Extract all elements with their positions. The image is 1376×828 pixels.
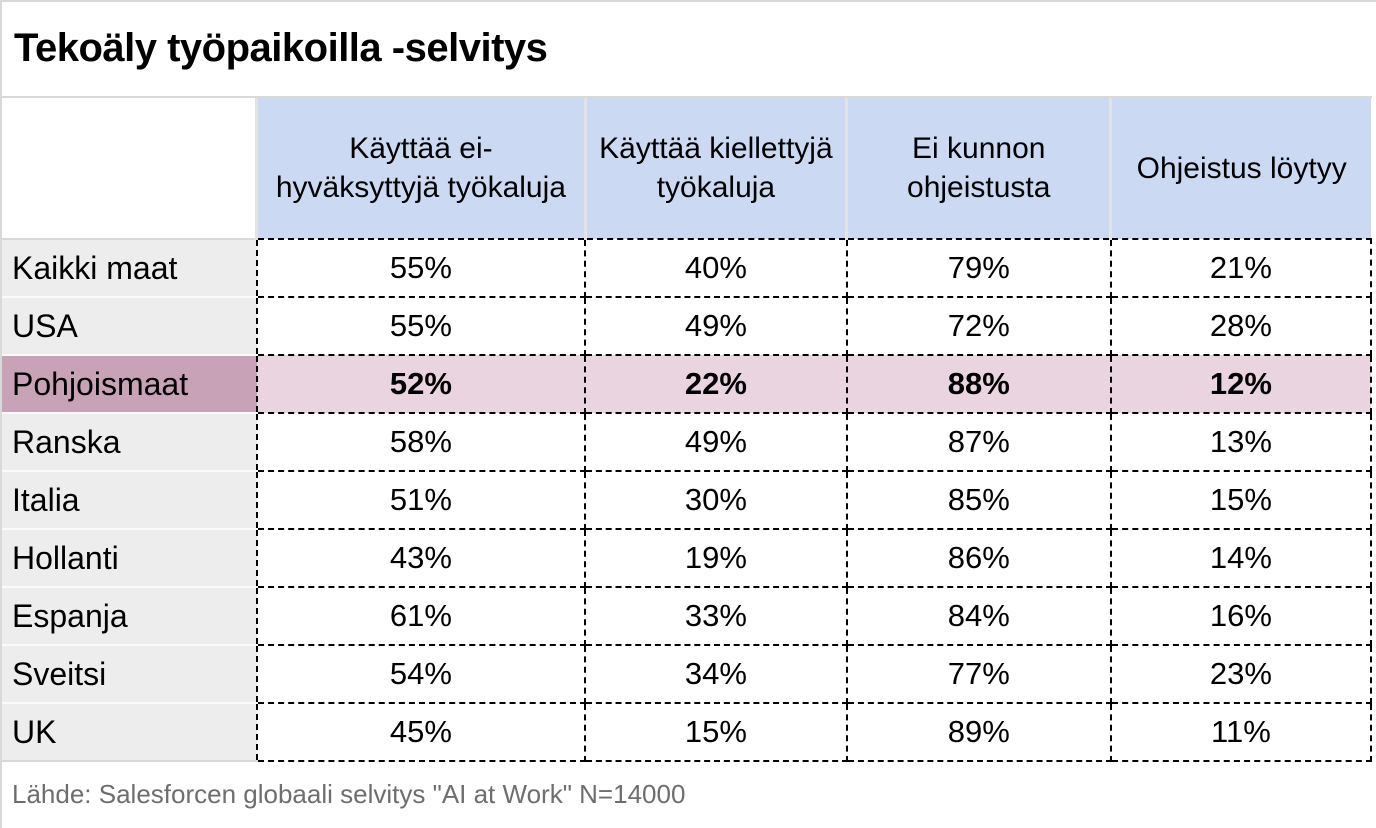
page-title: Tekoäly työpaikoilla -selvitys [2,2,1372,98]
data-cell: 15% [1109,470,1373,530]
data-cell: 85% [845,470,1112,530]
column-header-guidance-exists: Ohjeistus löytyy [1109,98,1371,239]
row-label: Kaikki maat [2,238,257,298]
data-cell: 55% [255,238,587,298]
table-body: Kaikki maat 55% 40% 79% 21% USA 55% 49% 72% 28% Po… [2,238,1373,762]
table-row: Espanja 61% 33% 84% 16% [2,586,1373,646]
data-cell: 33% [584,586,848,646]
header-row: Käyttää ei-hyväksyttyjä työkaluja Käyttä… [2,98,1371,240]
data-cell: 49% [584,412,848,472]
table-row: Sveitsi 54% 34% 77% 23% [2,644,1373,704]
data-cell: 55% [255,296,587,356]
data-cell: 89% [845,702,1112,762]
column-header-no-guidance: Ei kunnon ohjeistusta [845,98,1113,239]
row-label: Sveitsi [2,644,257,704]
data-cell: 45% [255,702,587,762]
table-row: Ranska 58% 49% 87% 13% [2,412,1373,472]
data-cell: 16% [1109,586,1373,646]
table-row: Hollanti 43% 19% 86% 14% [2,528,1373,588]
data-cell: 51% [255,470,587,530]
data-cell: 79% [845,238,1112,298]
data-cell: 21% [1109,238,1373,298]
table-row: Italia 51% 30% 85% 15% [2,470,1373,530]
column-header-unapproved-tools: Käyttää ei-hyväksyttyjä työkaluja [255,98,587,239]
data-cell: 22% [584,354,848,414]
data-cell: 15% [584,702,848,762]
table-row: USA 55% 49% 72% 28% [2,296,1373,356]
data-cell: 28% [1109,296,1373,356]
row-label: Ranska [2,412,257,472]
data-cell: 43% [255,528,587,588]
data-cell: 77% [845,644,1112,704]
table-row: Pohjoismaat 52% 22% 88% 12% [2,354,1373,414]
survey-table: Käyttää ei-hyväksyttyjä työkaluja Käyttä… [2,98,1373,762]
data-cell: 11% [1109,702,1373,762]
data-cell: 40% [584,238,848,298]
data-cell: 58% [255,412,587,472]
data-cell: 19% [584,528,848,588]
row-label: Italia [2,470,257,530]
data-cell: 14% [1109,528,1373,588]
data-cell: 30% [584,470,848,530]
data-cell: 34% [584,644,848,704]
data-cell: 86% [845,528,1112,588]
corner-cell [2,98,257,240]
row-label: USA [2,296,257,356]
table-row: UK 45% 15% 89% 11% [2,702,1373,762]
data-cell: 52% [255,354,587,414]
row-label: Hollanti [2,528,257,588]
data-cell: 13% [1109,412,1373,472]
data-cell: 54% [255,644,587,704]
data-cell: 72% [845,296,1112,356]
column-header-banned-tools: Käyttää kiellettyjä työkaluja [583,98,849,239]
data-cell: 84% [845,586,1112,646]
row-label: Espanja [2,586,257,646]
data-cell: 12% [1109,354,1373,414]
data-cell: 49% [584,296,848,356]
row-label: UK [2,702,257,762]
data-cell: 61% [255,586,587,646]
row-label: Pohjoismaat [2,354,257,414]
data-cell: 87% [845,412,1112,472]
data-cell: 88% [845,354,1112,414]
source-note: Lähde: Salesforcen globaali selvitys "AI… [12,778,686,809]
table-row: Kaikki maat 55% 40% 79% 21% [2,238,1373,298]
data-cell: 23% [1109,644,1373,704]
